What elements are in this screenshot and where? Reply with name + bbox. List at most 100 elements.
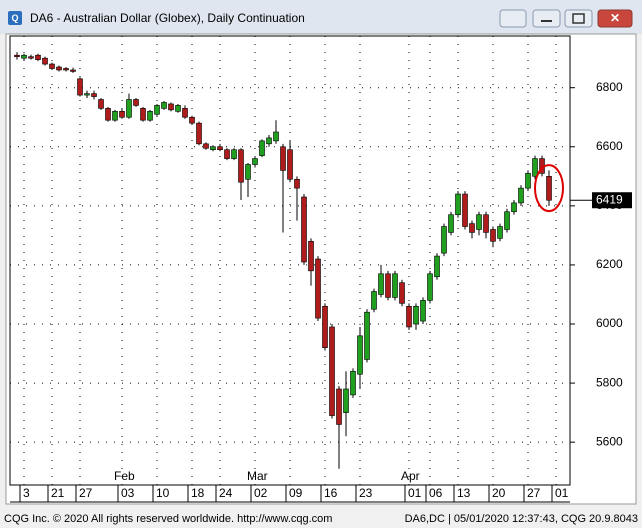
y-tick-label: 6200 xyxy=(596,257,623,271)
candle-body xyxy=(511,202,517,213)
y-tick-label: 6800 xyxy=(596,80,623,94)
candle-body xyxy=(112,111,118,121)
candle-body xyxy=(392,273,398,298)
candle-body xyxy=(308,240,314,272)
candle-body xyxy=(168,103,174,111)
candle-body xyxy=(490,229,496,242)
chart: 5600580060006200640066006800321270310182… xyxy=(10,36,632,502)
candle-body xyxy=(434,255,440,278)
candle-body xyxy=(238,149,244,183)
candle-body xyxy=(70,69,76,72)
candle-body xyxy=(245,164,251,180)
candle-body xyxy=(147,111,153,121)
candle-body xyxy=(329,326,335,416)
candle-body xyxy=(161,102,167,109)
close-glyph: ✕ xyxy=(610,11,620,25)
footer-right: DA6,DC | 05/01/2020 12:37:43, CQG 20.9.8… xyxy=(405,513,638,525)
y-tick-label: 5800 xyxy=(596,375,623,389)
x-tick-label: 03 xyxy=(121,486,135,500)
candle-body xyxy=(364,311,370,360)
x-tick-label: 16 xyxy=(324,486,338,500)
candle-body xyxy=(280,146,286,171)
x-tick-label: 09 xyxy=(289,486,303,500)
month-label: Mar xyxy=(247,469,268,483)
candle-body xyxy=(532,158,538,177)
month-label: Feb xyxy=(114,469,135,483)
month-label: Apr xyxy=(401,469,420,483)
candle-body xyxy=(476,214,482,230)
app-icon xyxy=(8,11,22,25)
window-title: DA6 - Australian Dollar (Globex), Daily … xyxy=(30,11,305,25)
candle-body xyxy=(203,143,209,149)
candle-body xyxy=(406,305,412,328)
candle-body xyxy=(126,99,132,118)
candle-body xyxy=(35,54,41,60)
maximize-button[interactable] xyxy=(564,9,593,28)
x-tick-label: 01 xyxy=(408,486,422,500)
candle-body xyxy=(294,178,300,189)
candle-body xyxy=(224,149,230,159)
candle-body xyxy=(182,108,188,118)
x-tick-label: 06 xyxy=(429,486,443,500)
candle-body xyxy=(462,193,468,227)
candle-body xyxy=(336,388,342,425)
candle-body xyxy=(322,305,328,348)
candle-body xyxy=(371,291,377,310)
last-price-label: 6419 xyxy=(596,192,623,206)
candle-body xyxy=(77,78,83,96)
x-tick-label: 3 xyxy=(23,486,30,500)
candle-body xyxy=(217,146,223,151)
candle-body xyxy=(91,93,97,97)
candle-body xyxy=(98,99,104,109)
candle-body xyxy=(49,63,55,69)
candle-body xyxy=(42,57,48,65)
candle-body xyxy=(189,116,195,124)
candle-body xyxy=(469,223,475,233)
footer-left: CQG Inc. © 2020 All rights reserved worl… xyxy=(4,513,332,525)
y-tick-label: 5600 xyxy=(596,434,623,448)
candle-body xyxy=(273,131,279,142)
candle-body xyxy=(287,149,293,180)
candle-body xyxy=(154,105,160,115)
candle-body xyxy=(315,258,321,319)
candle-body xyxy=(210,146,216,151)
x-tick-label: 27 xyxy=(527,486,541,500)
candle-body xyxy=(350,370,356,396)
last-price-box xyxy=(592,192,632,209)
candle-body xyxy=(441,226,447,254)
candle-body xyxy=(525,173,531,189)
candle-body xyxy=(28,56,34,59)
x-tick-label: 20 xyxy=(492,486,506,500)
x-tick-label: 24 xyxy=(219,486,233,500)
candle-body xyxy=(175,105,181,112)
candle-body xyxy=(455,193,461,216)
candle-body xyxy=(119,111,125,118)
maximize-glyph xyxy=(572,13,585,24)
candle-body xyxy=(483,214,489,233)
candle-body xyxy=(399,282,405,304)
candle-body xyxy=(301,196,307,263)
candle-body xyxy=(21,54,27,59)
x-tick-label: 13 xyxy=(457,486,471,500)
link-button[interactable] xyxy=(499,9,527,28)
x-tick-label: 23 xyxy=(359,486,373,500)
candle-body xyxy=(497,226,503,239)
candle-body xyxy=(105,108,111,121)
candle-body xyxy=(266,137,272,145)
candle-body xyxy=(357,335,363,375)
x-tick-label: 10 xyxy=(156,486,170,500)
candle-body xyxy=(231,149,237,159)
candle-body xyxy=(14,54,20,57)
candle-body xyxy=(196,122,202,145)
candle-body xyxy=(343,388,349,413)
x-tick-label: 02 xyxy=(254,486,268,500)
x-tick-label: 21 xyxy=(51,486,65,500)
candle-body xyxy=(385,273,391,298)
x-tick-label: 18 xyxy=(191,486,205,500)
candle-body xyxy=(63,68,69,71)
close-button[interactable] xyxy=(597,9,633,28)
candle-body xyxy=(518,187,524,204)
minimize-button[interactable] xyxy=(532,9,561,28)
candle-body xyxy=(413,305,419,325)
candle-body xyxy=(133,99,139,106)
